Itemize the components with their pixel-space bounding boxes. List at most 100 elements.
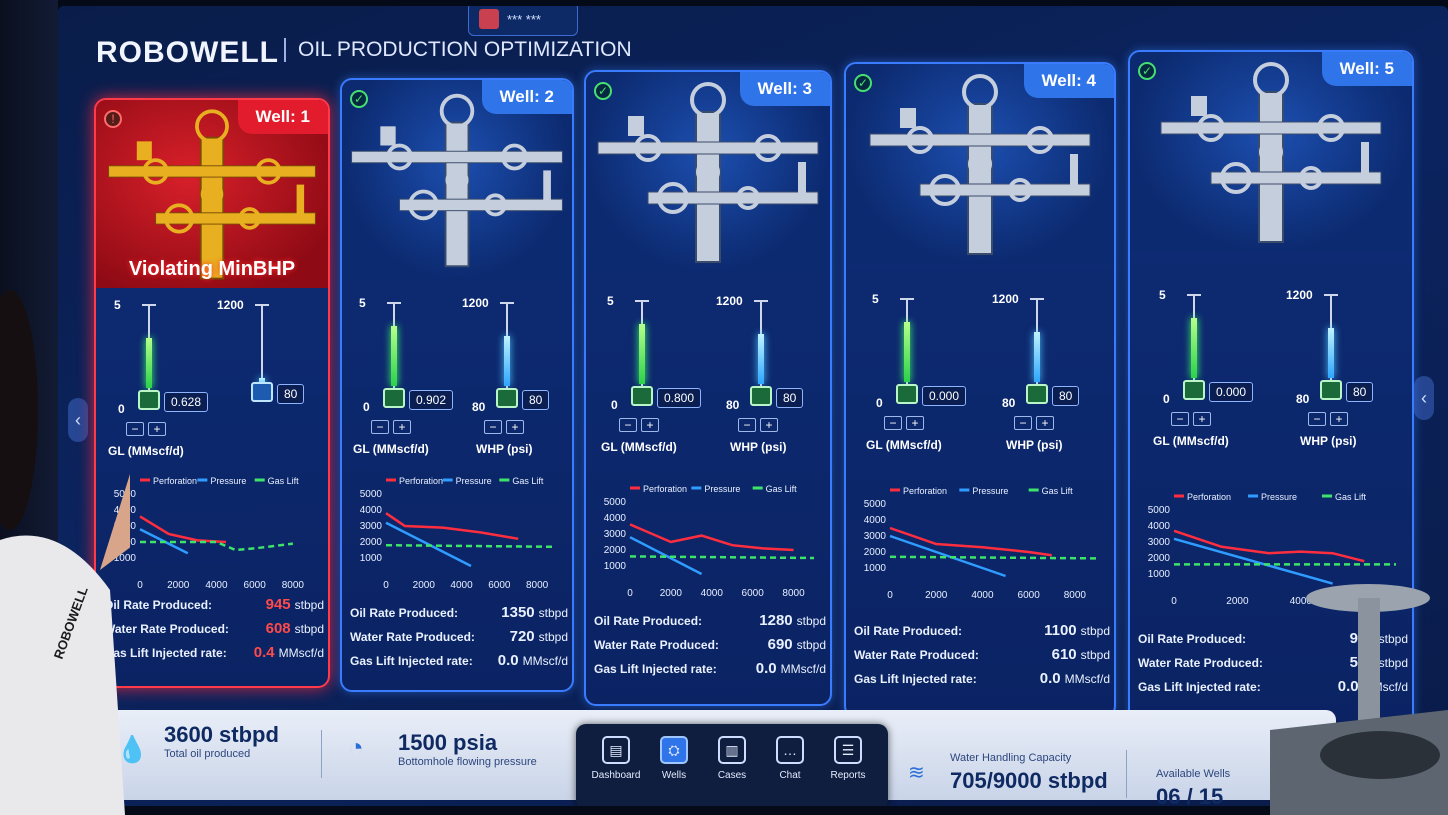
nav-label: Dashboard bbox=[591, 770, 641, 781]
well-card-2[interactable]: Well: 2 ✓ 5 0 0.902− + GL (MMscf/d) 1200 80 80− + W… bbox=[340, 78, 574, 692]
whp-decrement-button[interactable]: − bbox=[484, 420, 502, 434]
whp-slider-knob[interactable] bbox=[1320, 380, 1342, 400]
stat-value: 945 bbox=[265, 596, 291, 613]
whp-decrement-button[interactable]: − bbox=[738, 418, 756, 432]
well-card-1[interactable]: Well: 1 Violating MinBHP! 5 0 0.628 − + GL (MMs… bbox=[94, 98, 330, 688]
whp-decrement-button[interactable]: − bbox=[1014, 416, 1032, 430]
gl-min-label: 0 bbox=[118, 402, 125, 416]
user-icon bbox=[479, 9, 499, 29]
nav-cases[interactable]: ▥ Cases bbox=[706, 736, 758, 800]
x-tick-label: 8000 bbox=[526, 580, 549, 591]
y-tick-label: 2000 bbox=[360, 537, 383, 548]
stat-row: Oil Rate Produced: 1350 stbpd bbox=[350, 604, 568, 621]
stat-row: Gas Lift Injected rate: 0.4 MMscf/d bbox=[104, 644, 324, 661]
gl-slider-knob[interactable] bbox=[138, 390, 160, 410]
bhp-label: Bottomhole flowing pressure bbox=[398, 756, 537, 768]
x-tick-label: 0 bbox=[627, 588, 633, 599]
tabletop-device bbox=[1270, 584, 1448, 815]
whp-slider-knob[interactable] bbox=[1026, 384, 1048, 404]
y-tick-label: 1000 bbox=[1148, 569, 1171, 580]
gl-value-field[interactable]: 0.902 bbox=[409, 390, 454, 410]
stat-label: Water Rate Produced: bbox=[594, 638, 719, 652]
alarm-message: Violating MinBHP bbox=[128, 258, 296, 280]
gl-slider-knob[interactable] bbox=[631, 386, 653, 406]
whp-value-field[interactable]: 80 bbox=[1346, 382, 1374, 402]
stat-label: Water Rate Produced: bbox=[1138, 656, 1263, 670]
whp-value-field[interactable]: 80 bbox=[776, 388, 804, 408]
nav-reports[interactable]: ☰ Reports bbox=[822, 736, 874, 800]
stat-unit: MMscf/d bbox=[522, 654, 568, 668]
stat-value: 0.0 bbox=[755, 660, 777, 677]
next-arrow-icon[interactable]: ‹ bbox=[1414, 376, 1434, 420]
stat-label: Gas Lift Injected rate: bbox=[1138, 680, 1261, 694]
legend-label: Pressure bbox=[456, 476, 492, 486]
gl-increment-button[interactable]: + bbox=[1193, 412, 1211, 426]
well-tag: Well: 5 bbox=[1321, 52, 1412, 86]
user-chip[interactable]: *** *** bbox=[468, 6, 578, 36]
prev-arrow-icon[interactable]: ‹ bbox=[68, 398, 88, 442]
well-card-4[interactable]: Well: 4 ✓ 5 0 0.000− + GL (MMscf/d) 1200 80 80− + W… bbox=[844, 62, 1116, 718]
available-wells-value: 06 / 15 bbox=[1156, 784, 1224, 806]
gl-value-field[interactable]: 0.000 bbox=[1209, 382, 1254, 402]
nav-wells[interactable]: ⛭ Wells bbox=[648, 736, 700, 800]
gl-slider-knob[interactable] bbox=[896, 384, 918, 404]
gl-max-label: 5 bbox=[1159, 288, 1166, 302]
x-tick-label: 4000 bbox=[701, 588, 724, 599]
gl-slider-knob[interactable] bbox=[1183, 380, 1205, 400]
stat-label: Water Rate Produced: bbox=[104, 622, 229, 636]
gl-slider-knob[interactable] bbox=[383, 388, 405, 408]
legend-label: Perforation bbox=[153, 476, 197, 486]
whp-fill bbox=[1034, 332, 1040, 382]
gauge-icon: ◔ bbox=[348, 732, 364, 762]
gl-fill bbox=[391, 326, 397, 386]
x-tick-label: 0 bbox=[1171, 596, 1177, 607]
gl-increment-button[interactable]: + bbox=[906, 416, 924, 430]
well-card-3[interactable]: Well: 3 ✓ 5 0 0.800− + GL (MMscf/d) 1200 80 80− + W… bbox=[584, 70, 832, 706]
whp-increment-button[interactable]: + bbox=[760, 418, 778, 432]
gl-value-field[interactable]: 0.800 bbox=[657, 388, 702, 408]
gl-decrement-button[interactable]: − bbox=[884, 416, 902, 430]
gl-min-label: 0 bbox=[876, 396, 883, 410]
gl-increment-button[interactable]: + bbox=[148, 422, 166, 436]
whp-decrement-button[interactable]: − bbox=[1308, 412, 1326, 426]
gl-min-label: 0 bbox=[611, 398, 618, 412]
gl-value-field[interactable]: 0.628 bbox=[164, 392, 209, 412]
nav-chat[interactable]: … Chat bbox=[764, 736, 816, 800]
divider bbox=[1126, 750, 1127, 798]
stat-value-group: 0.0 MMscf/d bbox=[498, 652, 568, 669]
page-title: OIL PRODUCTION OPTIMIZATION bbox=[284, 38, 632, 62]
whp-value-field[interactable]: 80 bbox=[1052, 386, 1080, 406]
stat-row: Gas Lift Injected rate: 0.0 MMscf/d bbox=[594, 660, 826, 677]
nav-dashboard[interactable]: ▤ Dashboard bbox=[590, 736, 642, 800]
whp-value-field[interactable]: 80 bbox=[522, 390, 550, 410]
whp-increment-button[interactable]: + bbox=[1330, 412, 1348, 426]
nav-label: Wells bbox=[661, 770, 687, 781]
gl-increment-button[interactable]: + bbox=[641, 418, 659, 432]
series-line-gas-lift bbox=[385, 543, 557, 549]
whp-increment-button[interactable]: + bbox=[1036, 416, 1054, 430]
stat-row: Gas Lift Injected rate: 0.0 MMscf/d bbox=[350, 652, 568, 669]
legend-label: Perforation bbox=[399, 476, 443, 486]
gl-value-field[interactable]: 0.000 bbox=[922, 386, 967, 406]
well-chart: Perforation Pressure Gas Lift 5000 4000 3000 2… bbox=[850, 484, 1110, 604]
stat-value-group: 690 stbpd bbox=[768, 636, 826, 653]
bhp-kpi: 1500 psia Bottomhole flowing pressure bbox=[398, 730, 537, 768]
gl-increment-button[interactable]: + bbox=[393, 420, 411, 434]
gauge-area: 5 0 0.628 − + GL (MMscf/d) 1200 80 bbox=[96, 298, 328, 468]
gl-decrement-button[interactable]: − bbox=[126, 422, 144, 436]
whp-value-field[interactable]: 80 bbox=[277, 384, 305, 404]
gl-decrement-button[interactable]: − bbox=[371, 420, 389, 434]
whp-fill bbox=[758, 334, 764, 384]
total-oil-value: 3600 stbpd bbox=[164, 722, 279, 747]
stat-label: Gas Lift Injected rate: bbox=[594, 662, 717, 676]
y-tick-label: 5000 bbox=[1148, 505, 1171, 516]
stat-unit: MMscf/d bbox=[1064, 672, 1110, 686]
whp-increment-button[interactable]: + bbox=[506, 420, 524, 434]
whp-slider-knob[interactable] bbox=[251, 382, 273, 402]
whp-slider-knob[interactable] bbox=[750, 386, 772, 406]
whp-slider-knob[interactable] bbox=[496, 388, 518, 408]
gl-decrement-button[interactable]: − bbox=[1171, 412, 1189, 426]
stat-row: Water Rate Produced: 690 stbpd bbox=[594, 636, 826, 653]
check-icon: ✓ bbox=[350, 90, 368, 108]
gl-decrement-button[interactable]: − bbox=[619, 418, 637, 432]
